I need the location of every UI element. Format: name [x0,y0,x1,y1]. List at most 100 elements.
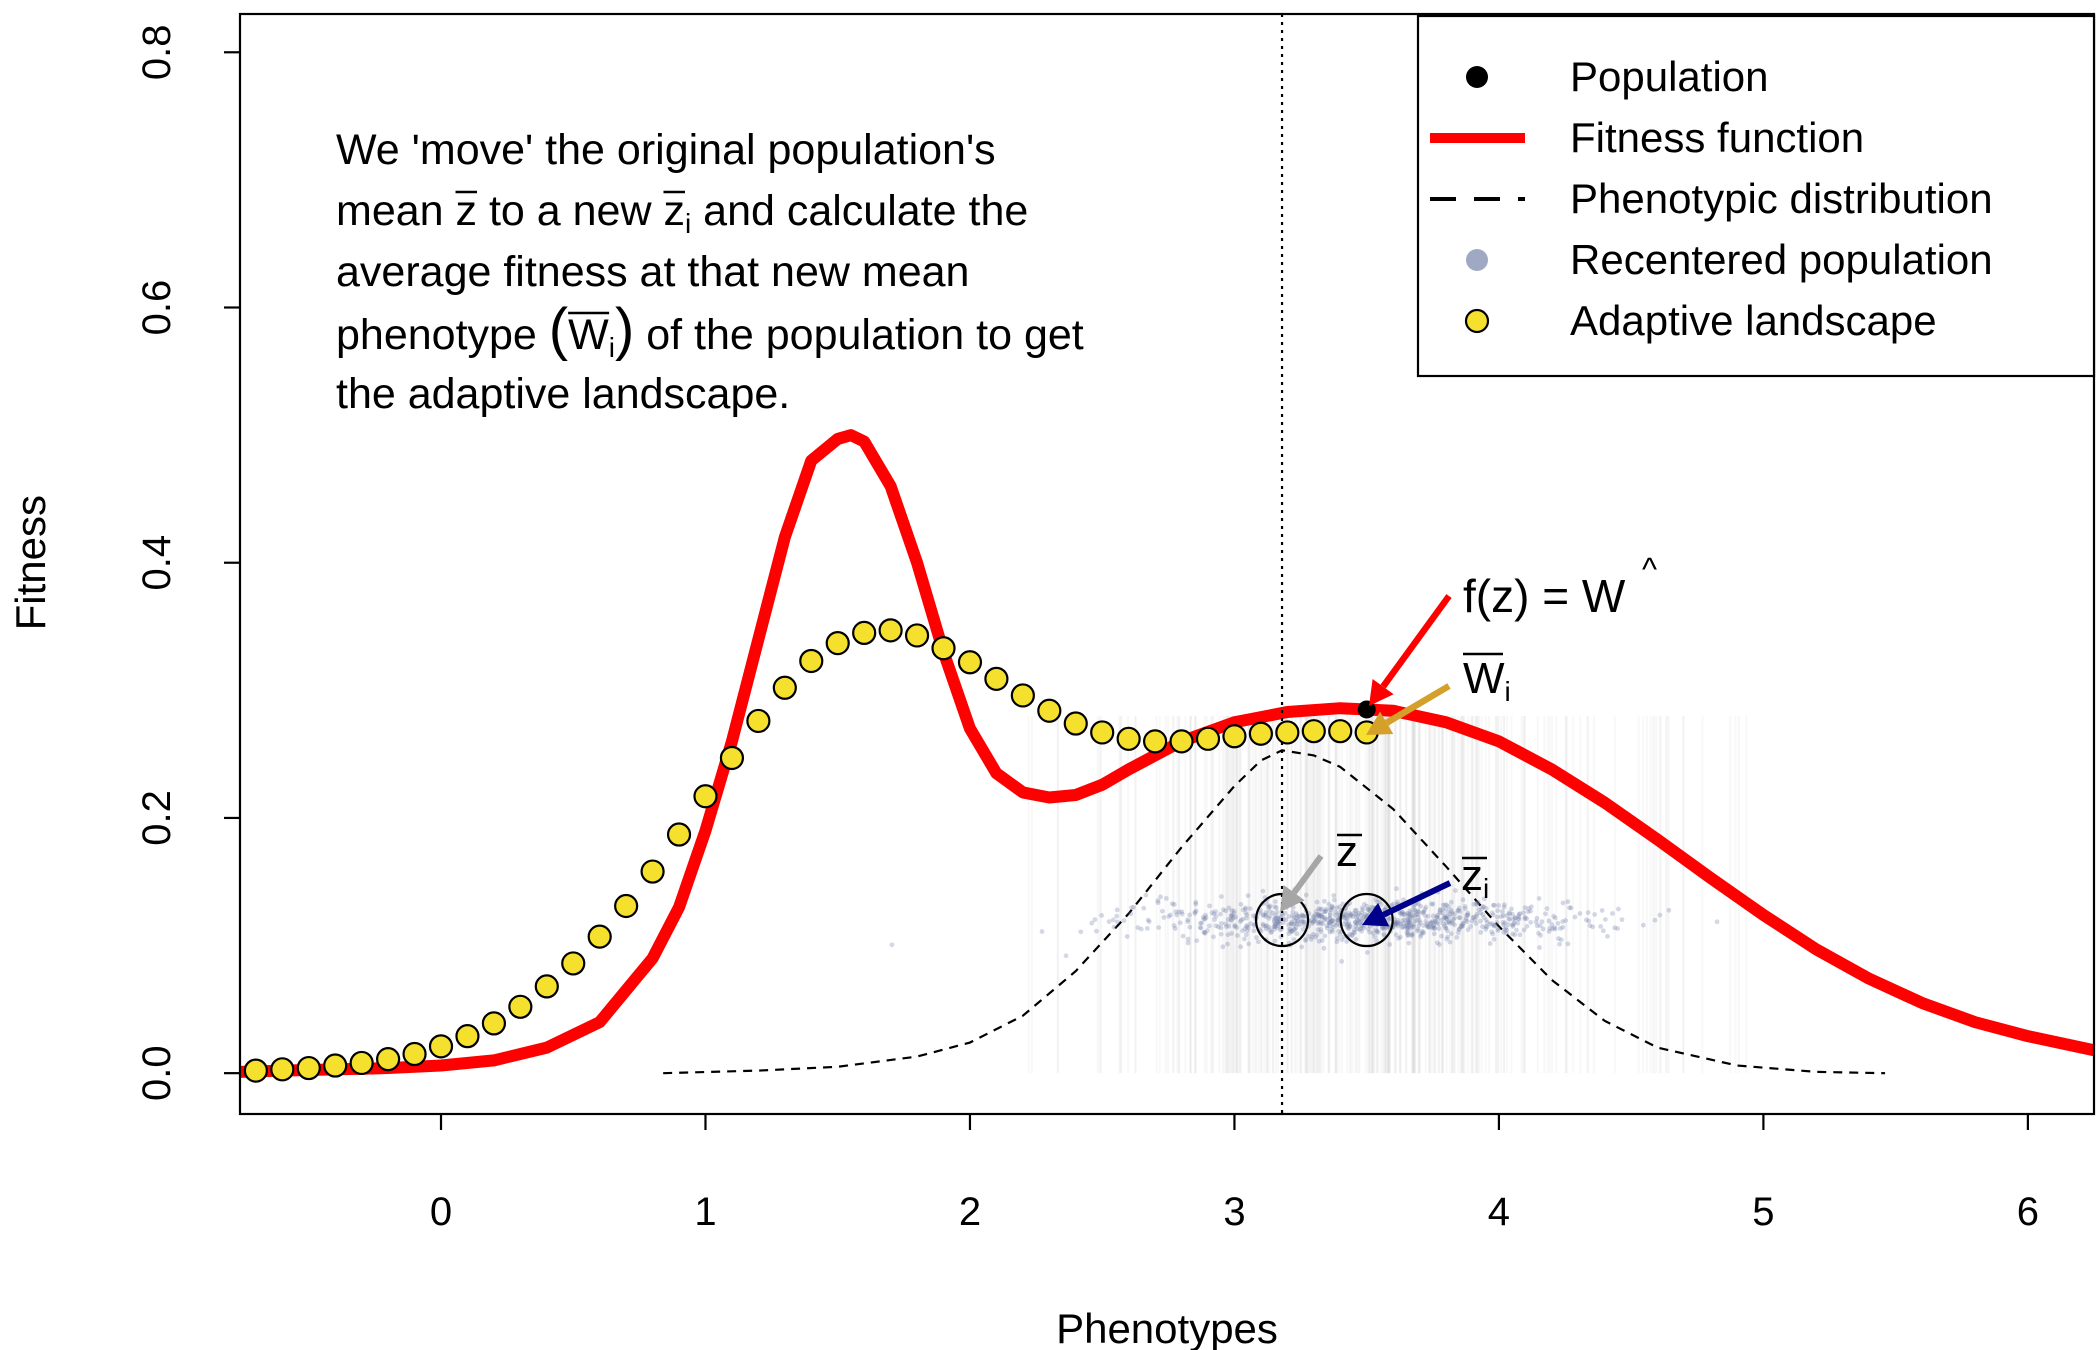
population-point [1409,924,1415,930]
population-point [1335,917,1341,923]
population-point [1602,917,1608,922]
population-point [1481,904,1487,910]
population-point [1303,892,1309,898]
w-bar-i-label: Wi [1463,654,1511,707]
population-point [1279,911,1285,916]
population-point [1330,924,1336,930]
population-point [1560,924,1566,930]
population-point [1543,911,1548,917]
population-point [1415,914,1421,920]
annotation-line-1: We 'move' the original population's [336,126,996,174]
population-point [1456,905,1462,911]
population-point [1234,925,1240,930]
adaptive-landscape-point [270,1057,295,1082]
population-point [1274,909,1280,915]
population-point [1598,923,1604,929]
population-point [1329,904,1335,910]
adaptive-landscape-point [349,1050,374,1076]
population-point [1229,913,1235,919]
population-point [1615,906,1621,912]
population-point [1378,902,1384,907]
population-point [1431,923,1436,929]
population-point [1441,921,1446,927]
legend-label: Fitness function [1570,114,1864,161]
population-point [1465,912,1471,918]
population-point [1198,925,1204,931]
population-point [1255,939,1261,945]
population-point [1404,925,1410,931]
population-point [1483,905,1489,911]
population-point [1135,925,1141,930]
population-point [1203,912,1208,918]
population-point [1471,901,1477,907]
y-tick-label: 0.4 [135,535,179,591]
population-point [1599,908,1605,913]
population-point [1266,915,1272,921]
population-point [1315,921,1321,926]
population-point [1334,939,1340,945]
population-point [1425,913,1431,919]
population-point [1235,933,1240,938]
adaptive-landscape-point [719,745,745,771]
population-point [1537,923,1543,929]
legend-box [1416,14,2096,378]
population-point [1166,914,1172,919]
population-point [1343,918,1348,924]
population-point [1273,905,1279,911]
population-point [1324,925,1330,931]
population-point [1276,916,1282,922]
legend-symbol-point [1466,66,1488,88]
population-point [1308,918,1314,924]
population-point [1442,923,1448,929]
population-point [1460,897,1466,903]
population-point [1316,914,1322,919]
z-bar-i-arrow [1362,880,1452,927]
fitness-function-line [239,429,2096,1078]
population-point [1344,916,1350,922]
adaptive-landscape-point [825,631,850,656]
population-point [1517,911,1523,917]
population-point [1487,941,1493,946]
population-point [1273,916,1278,922]
annotation-arrows-layer [1280,594,1452,927]
population-point [1546,918,1552,924]
population-point [1269,929,1275,934]
z-bar-i-arrow-head [1362,902,1390,927]
population-point [1263,912,1269,918]
population-point [1244,923,1250,928]
adaptive-landscape-point [455,1024,480,1049]
population-point [1397,909,1403,915]
population-point [1273,912,1279,918]
population-point [1415,926,1421,932]
population-point [1412,907,1418,913]
population-point [1434,940,1440,946]
population-point [1401,912,1406,917]
population-point [1272,923,1278,929]
population-point [1270,910,1276,916]
y-tick-label: 0.2 [135,790,179,846]
population-point [1456,926,1462,932]
population-point [1192,911,1198,916]
population-point [1473,921,1479,926]
population-point [1315,927,1321,933]
population-point [1496,903,1501,908]
population-point [1456,927,1462,932]
z-bar-i-arrow-shaft [1382,880,1452,918]
population-point [1409,914,1415,920]
population-point [1314,932,1320,938]
population-point [1605,933,1610,939]
population-point [1640,922,1646,928]
population-point [1377,899,1383,904]
population-point [1301,926,1306,932]
z-bar-label: z [1336,827,1358,876]
population-point [1296,914,1302,920]
population-point [1380,925,1386,931]
population-point [1552,926,1558,932]
population-point [1350,911,1356,916]
adaptive-landscape-point [746,708,771,734]
population-point [1261,913,1267,918]
population-point [1393,920,1398,926]
population-point [1322,909,1328,915]
population-point [1501,904,1507,910]
x-tick-label: 1 [694,1190,716,1234]
